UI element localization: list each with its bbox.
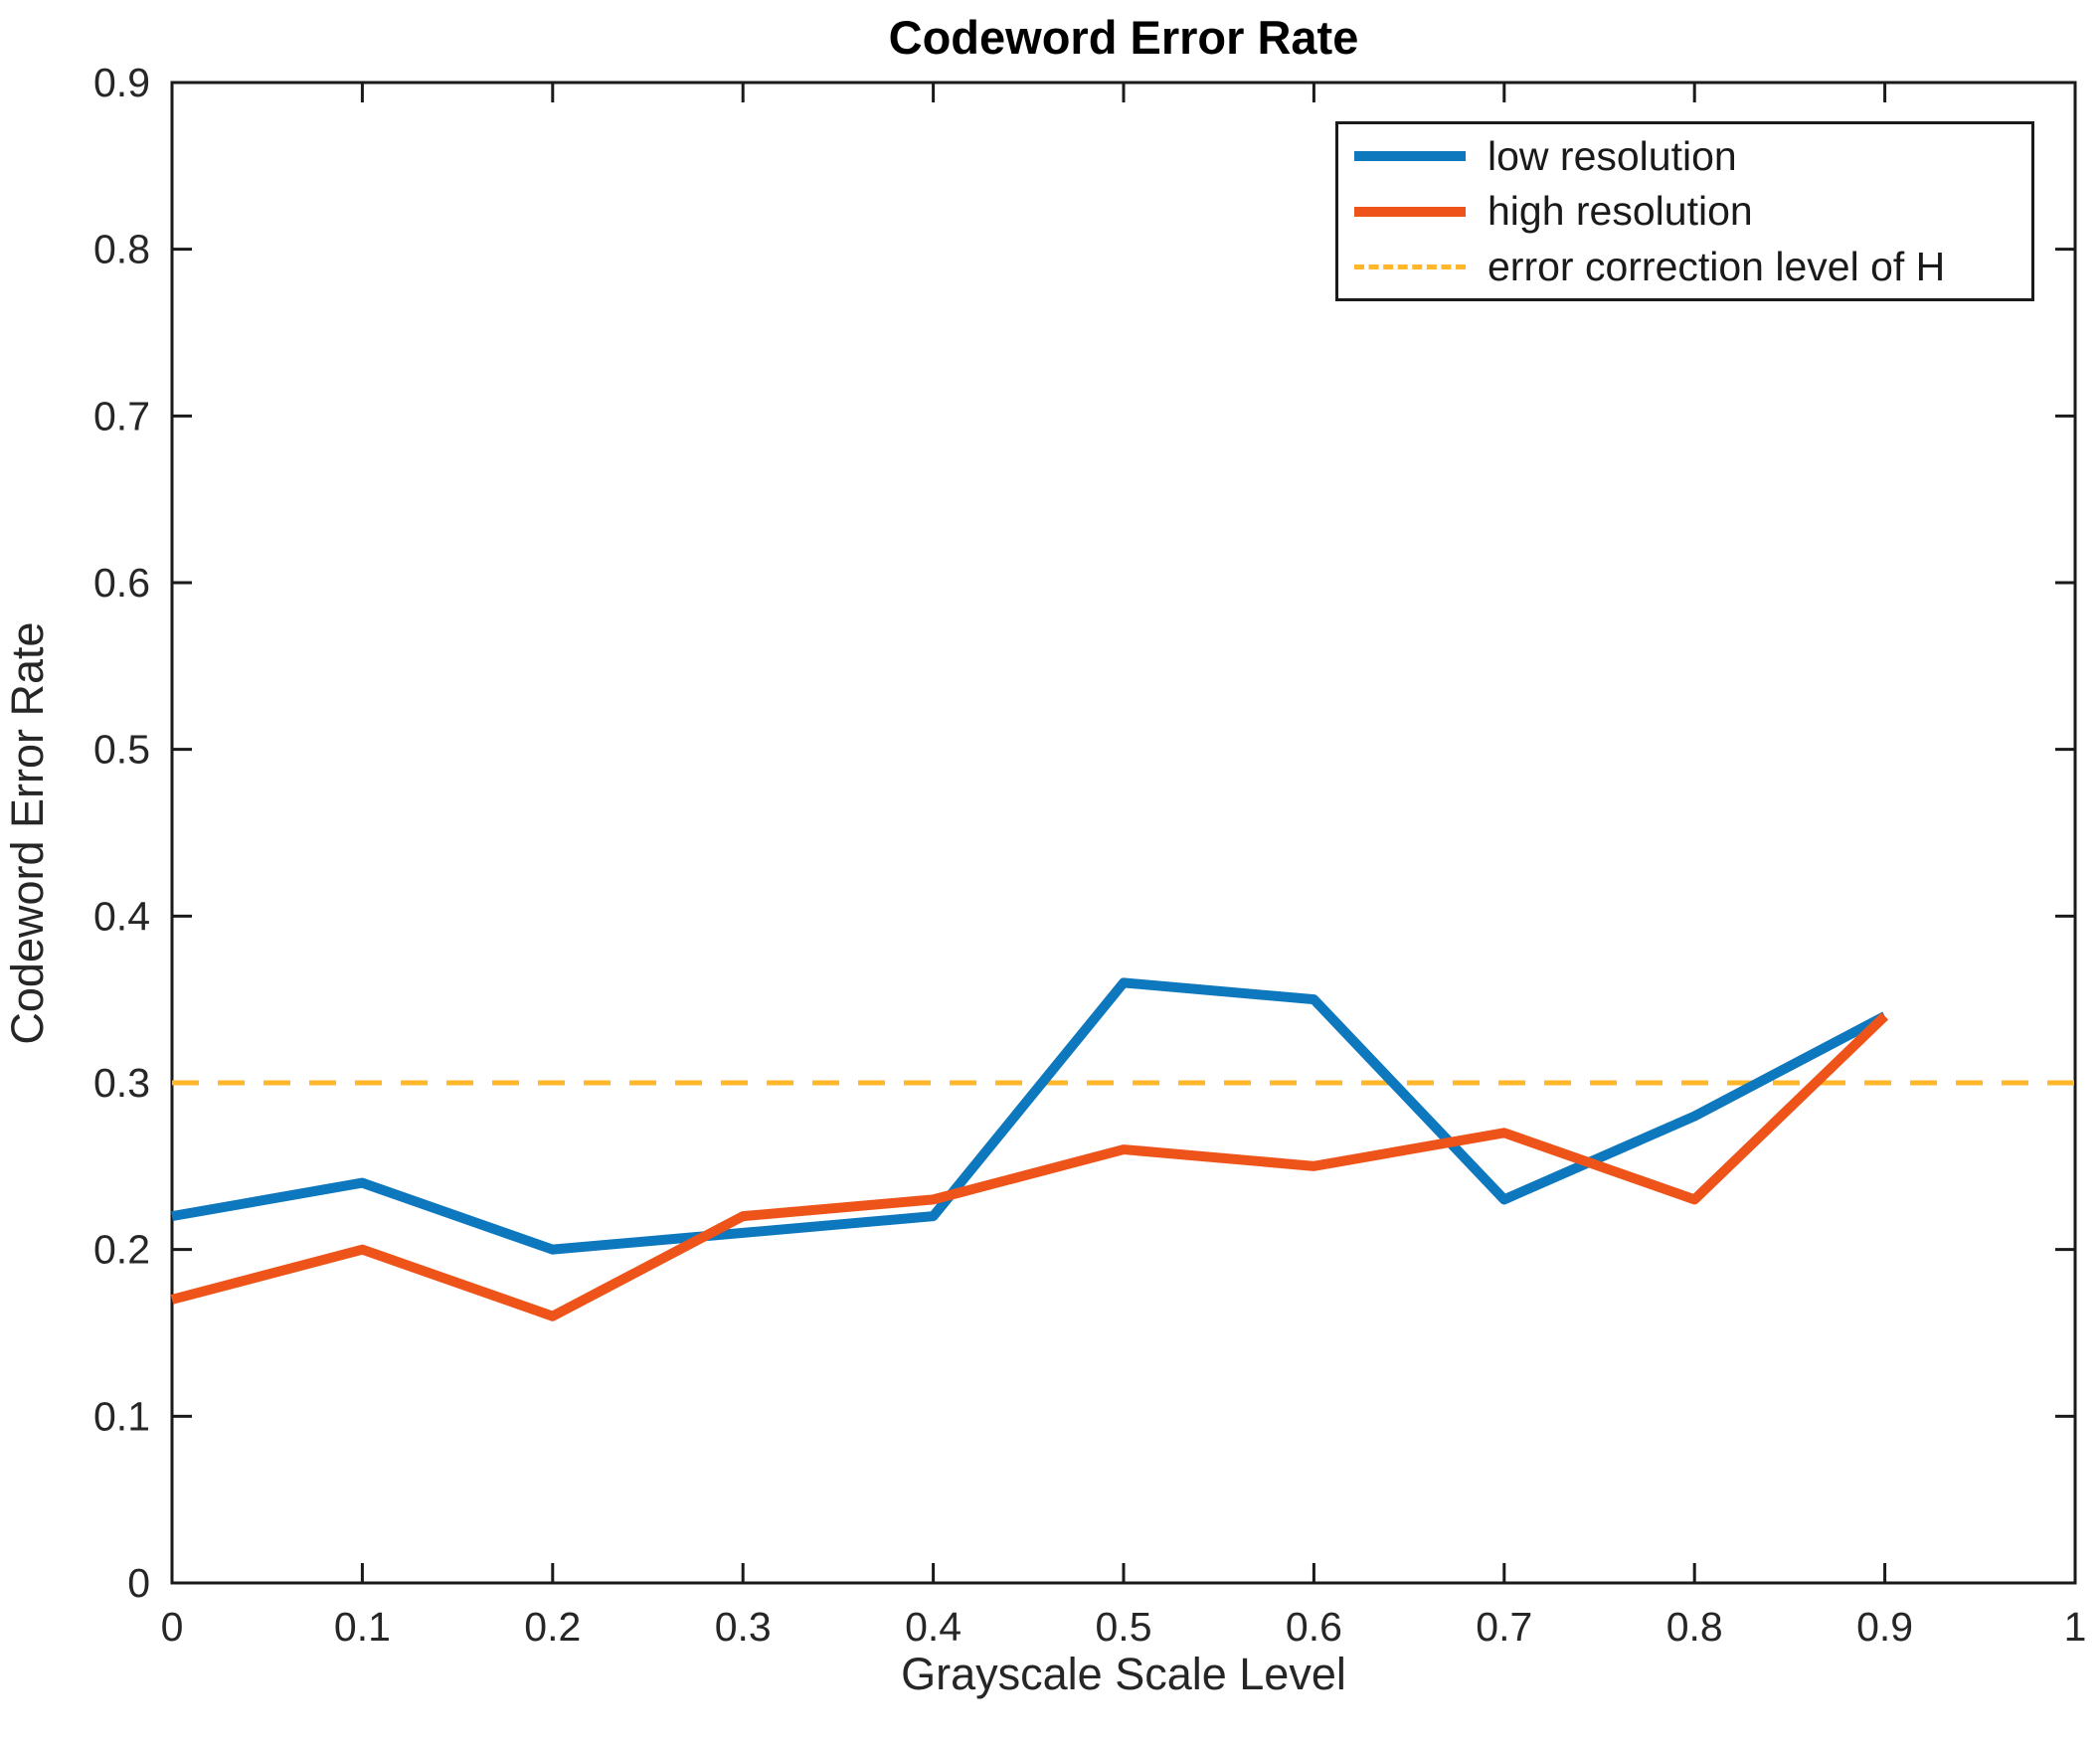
x-tick-label: 0.7 — [1476, 1604, 1532, 1650]
y-tick-label: 0.1 — [93, 1393, 150, 1439]
legend-label: error correction level of H — [1488, 243, 1946, 289]
legend-item-error-correction-level: error correction level of H — [1354, 244, 2031, 290]
y-tick-label: 0.5 — [93, 727, 150, 773]
y-tick-label: 0 — [127, 1560, 150, 1606]
y-axis-label: Codeword Error Rate — [2, 621, 53, 1045]
x-tick-label: 0.8 — [1666, 1604, 1723, 1650]
x-tick-label: 0.2 — [524, 1604, 581, 1650]
legend-label: low resolution — [1488, 132, 1737, 179]
legend-line-sample-orange — [1354, 206, 1466, 217]
legend-item-low-resolution: low resolution — [1354, 133, 2031, 180]
series-line-high-resolution — [170, 1012, 1889, 1321]
legend-line-sample-dashed — [1354, 263, 1466, 269]
axes-box — [170, 81, 2077, 1585]
legend: low resolution high resolution error cor… — [1335, 121, 2034, 301]
y-tick-label: 0.2 — [93, 1227, 150, 1273]
x-axis-label: Grayscale Scale Level — [901, 1649, 1346, 1699]
chart-title: Codeword Error Rate — [888, 11, 1359, 64]
x-tick-label: 0.5 — [1096, 1604, 1152, 1650]
legend-item-high-resolution: high resolution — [1354, 188, 2031, 235]
x-tick-label: 0 — [161, 1604, 184, 1650]
x-tick-label: 0.4 — [905, 1604, 962, 1650]
legend-line-sample-blue — [1354, 151, 1466, 161]
x-tick-label: 0.1 — [334, 1604, 391, 1650]
y-tick-label: 0.7 — [93, 393, 150, 438]
y-tick-label: 0.9 — [93, 60, 150, 105]
legend-label: high resolution — [1488, 188, 1753, 234]
x-tick-label: 0.6 — [1286, 1604, 1342, 1650]
x-tick-label: 0.9 — [1856, 1604, 1913, 1650]
y-tick-label: 0.8 — [93, 227, 150, 272]
y-tick-label: 0.3 — [93, 1060, 150, 1106]
series-line-low-resolution — [171, 977, 1887, 1255]
y-tick-label: 0.6 — [93, 560, 150, 606]
y-tick-label: 0.4 — [93, 893, 150, 939]
x-tick-label: 0.3 — [715, 1604, 772, 1650]
x-tick-label: 1 — [2064, 1604, 2087, 1650]
